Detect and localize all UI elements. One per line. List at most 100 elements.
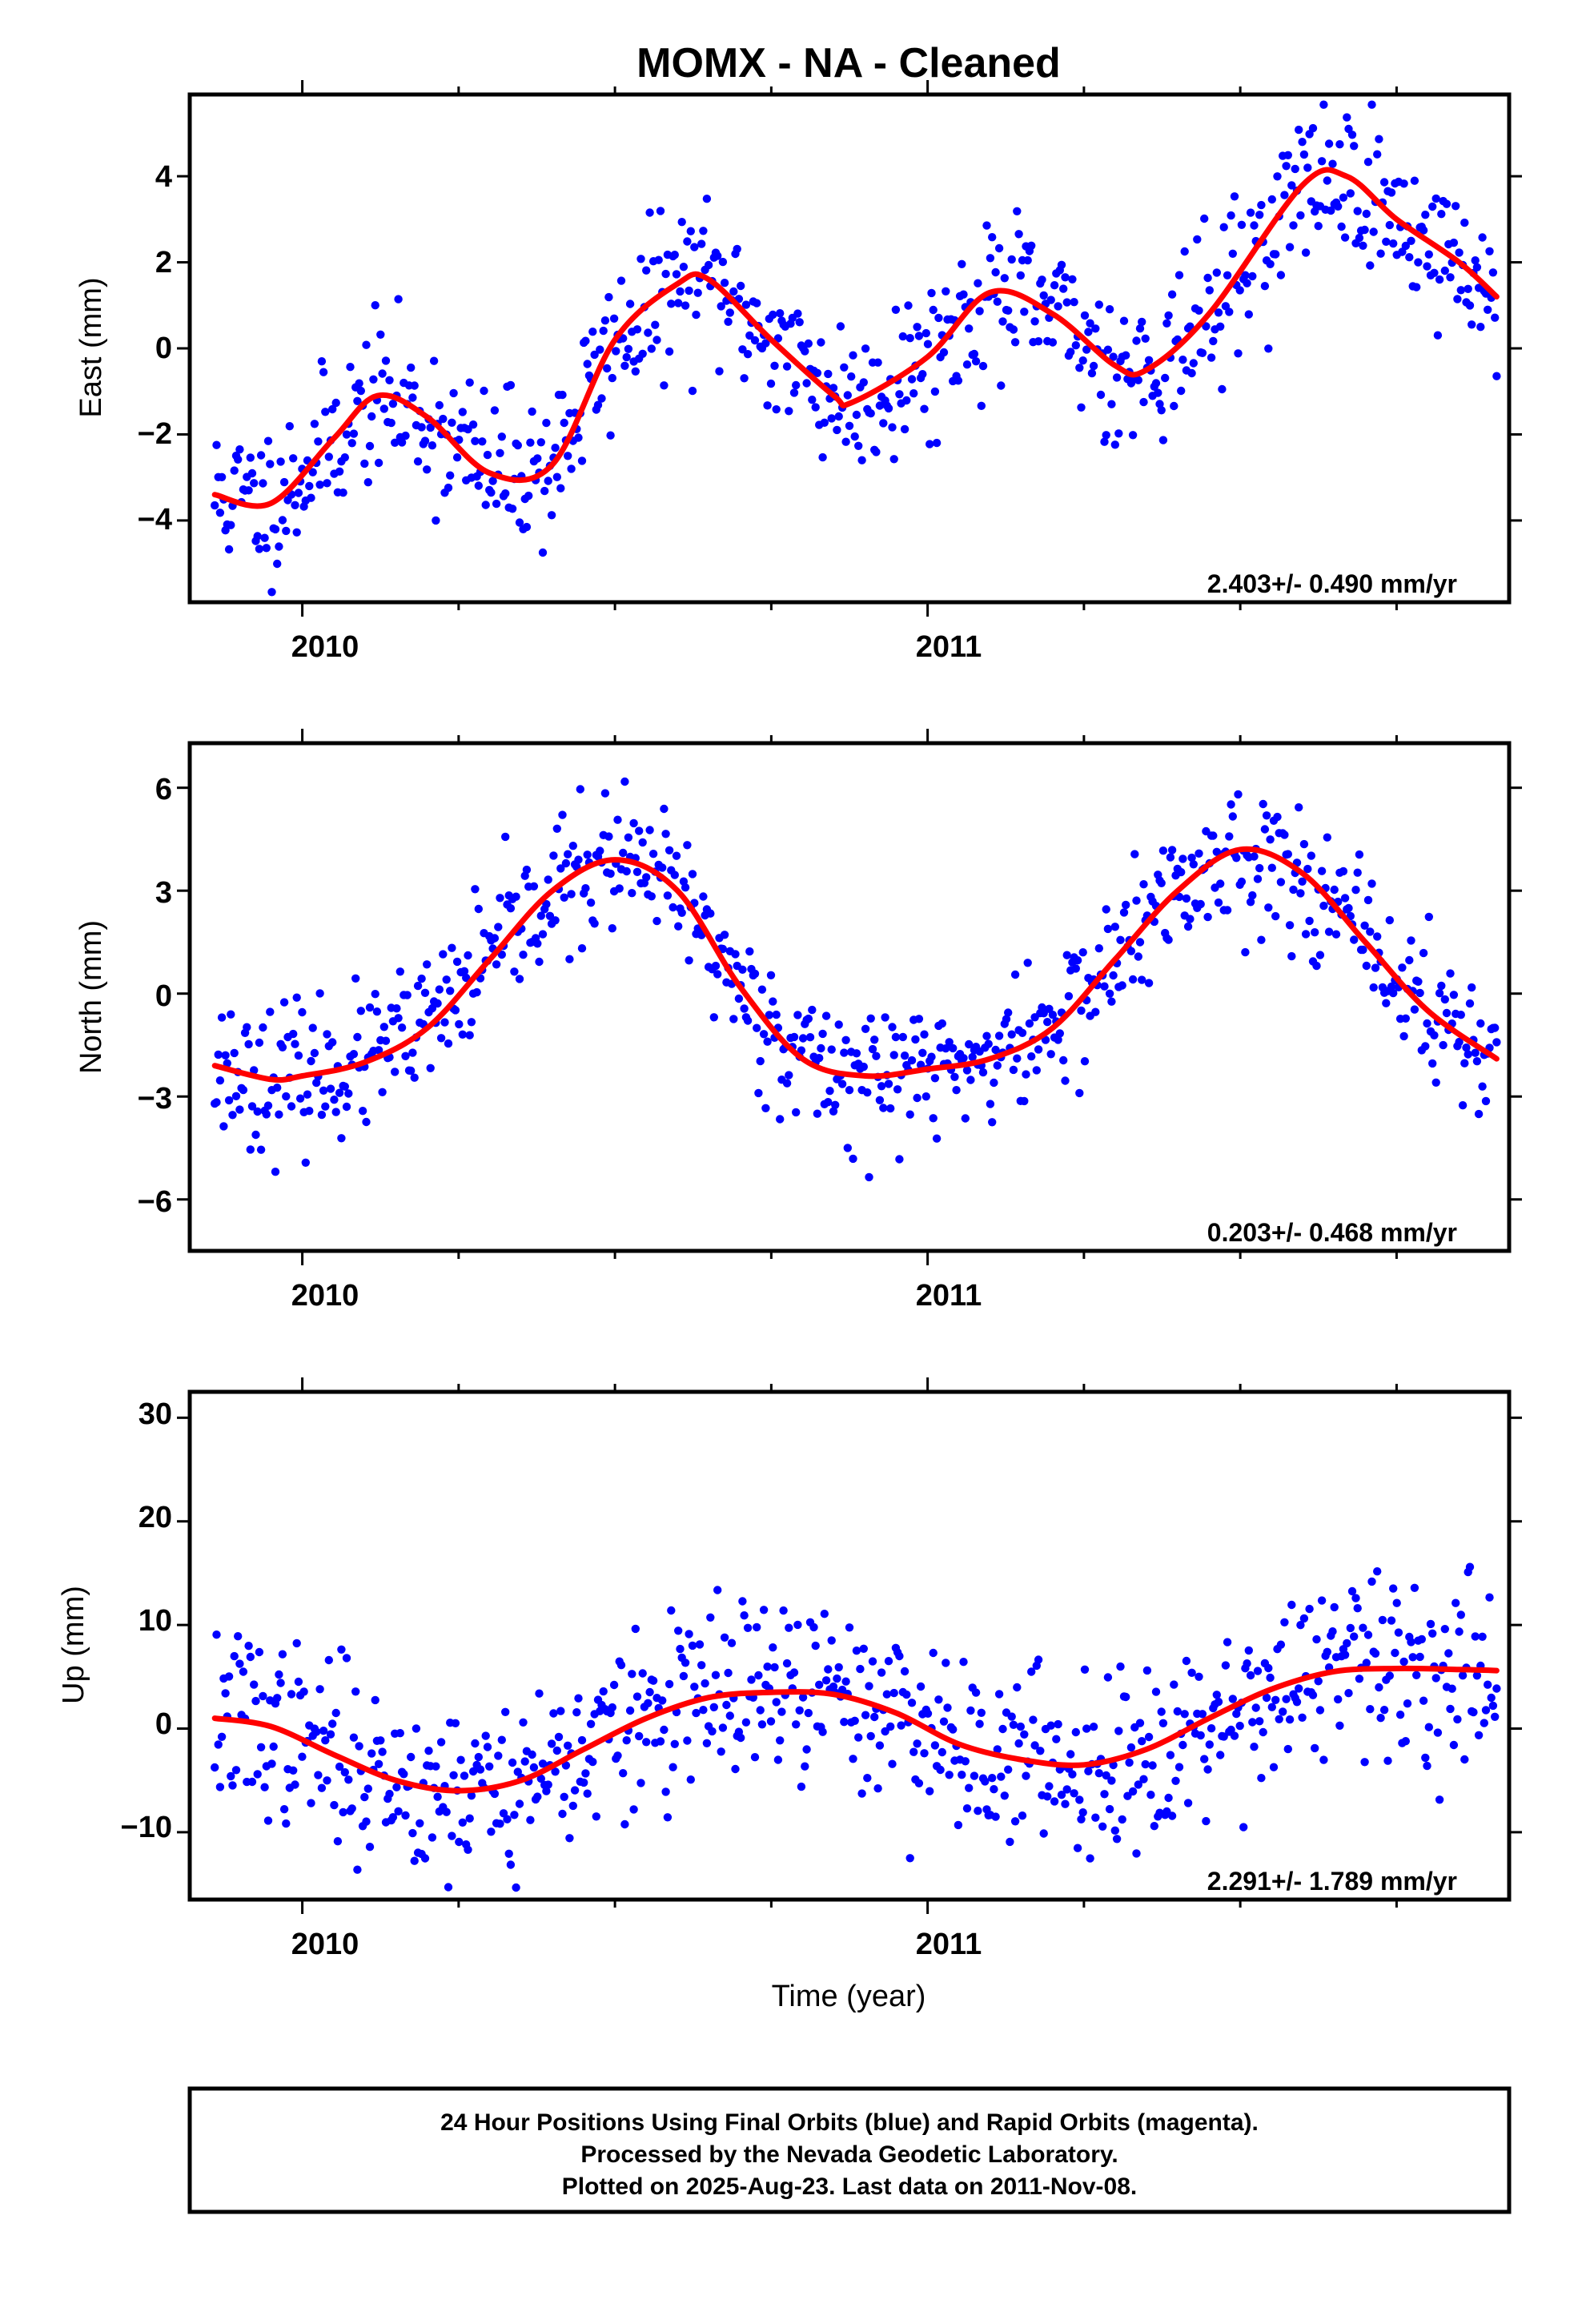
north-data-point <box>642 873 651 882</box>
east-data-point <box>227 521 235 529</box>
north-data-point <box>331 1108 340 1116</box>
east-data-point <box>1323 176 1332 185</box>
up-data-point <box>1071 1727 1081 1737</box>
north-data-point <box>1257 935 1266 944</box>
up-data-point <box>460 1771 469 1780</box>
north-data-point <box>797 1046 806 1055</box>
north-data-point <box>1419 948 1428 958</box>
east-data-point <box>310 420 319 428</box>
up-data-point <box>1228 1695 1238 1703</box>
north-data-point <box>372 1007 382 1016</box>
up-data-point <box>1308 1691 1318 1699</box>
east-data-point <box>362 340 371 349</box>
east-data-point <box>275 542 283 551</box>
east-data-point <box>958 259 966 268</box>
up-data-point <box>1098 1822 1107 1831</box>
east-data-point <box>1157 406 1166 415</box>
up-data-point <box>1271 1695 1280 1704</box>
north-data-point <box>224 1096 234 1105</box>
up-data-point <box>865 1682 873 1691</box>
east-data-point <box>909 389 918 398</box>
north-data-point <box>379 1023 388 1031</box>
north-data-point <box>340 1082 349 1092</box>
north-data-point <box>1264 903 1273 912</box>
north-data-point <box>308 1023 317 1032</box>
north-data-point <box>247 1102 257 1111</box>
north-data-point <box>577 944 587 953</box>
up-data-point <box>616 1661 626 1670</box>
up-data-point <box>1323 1647 1332 1656</box>
up-data-point <box>1385 1671 1395 1680</box>
east-data-point <box>1248 271 1257 281</box>
north-data-point <box>496 894 504 903</box>
up-data-point <box>1340 1651 1350 1659</box>
up-data-point <box>542 1787 551 1795</box>
north-data-point <box>852 1049 861 1058</box>
east-data-point <box>1070 298 1078 307</box>
up-data-point <box>1102 1771 1110 1780</box>
up-data-point <box>1408 1653 1417 1662</box>
north-data-point <box>660 804 669 814</box>
east-data-point <box>307 493 315 502</box>
east-data-point <box>654 255 663 264</box>
up-data-point <box>994 1690 1004 1699</box>
east-data-point <box>432 516 440 525</box>
north-data-point <box>647 892 656 901</box>
north-data-point <box>629 818 638 828</box>
north-data-point <box>677 908 686 918</box>
up-data-point <box>1105 1804 1114 1814</box>
north-data-point <box>982 1031 991 1040</box>
east-data-point <box>212 440 221 449</box>
east-data-point <box>1399 179 1408 188</box>
east-data-point <box>1376 249 1385 258</box>
up-data-point <box>1103 1673 1113 1682</box>
up-data-point <box>442 1807 451 1816</box>
north-data-point <box>608 924 616 933</box>
north-data-point <box>895 1155 904 1164</box>
north-data-point <box>798 1034 808 1043</box>
up-data-point <box>609 1680 619 1690</box>
up-data-point <box>1061 1799 1070 1808</box>
north-data-point <box>464 951 472 960</box>
east-data-point <box>1430 268 1439 277</box>
east-data-point <box>1424 250 1434 259</box>
east-data-point <box>674 299 683 308</box>
up-data-point <box>1285 1715 1295 1724</box>
up-data-point <box>1394 1628 1403 1637</box>
north-data-point <box>1414 977 1423 987</box>
east-data-point <box>407 363 416 372</box>
east-data-point <box>1110 440 1120 449</box>
east-data-point <box>388 400 398 408</box>
east-data-point <box>481 501 490 509</box>
north-data-point <box>1455 1037 1464 1047</box>
north-data-point <box>613 815 622 824</box>
north-y-tick-3: 3 <box>155 876 172 910</box>
up-data-point <box>211 1763 219 1772</box>
up-data-point <box>536 1774 545 1783</box>
east-data-point <box>884 404 893 413</box>
east-data-point <box>1091 324 1100 333</box>
east-data-point <box>609 314 619 323</box>
east-data-point <box>1027 241 1036 250</box>
up-data-point <box>997 1772 1006 1781</box>
up-data-point <box>1219 1732 1228 1741</box>
north-data-point <box>1157 879 1166 888</box>
east-data-point <box>528 407 536 416</box>
north-data-point <box>1289 885 1298 895</box>
up-data-point <box>1232 1709 1241 1719</box>
east-data-point <box>1471 256 1480 265</box>
east-data-point <box>998 317 1007 326</box>
east-data-point <box>974 279 982 287</box>
up-data-point <box>420 1854 430 1863</box>
up-data-point <box>365 1843 375 1852</box>
east-data-point <box>1034 337 1043 346</box>
east-data-point <box>620 361 629 370</box>
north-data-point <box>792 1108 801 1117</box>
north-data-point <box>1118 981 1126 990</box>
up-data-point <box>362 1817 371 1826</box>
up-data-point <box>490 1789 500 1799</box>
up-data-point <box>1089 1723 1098 1731</box>
east-data-point <box>369 375 378 384</box>
east-data-point <box>1298 138 1307 147</box>
east-data-point <box>939 348 949 357</box>
